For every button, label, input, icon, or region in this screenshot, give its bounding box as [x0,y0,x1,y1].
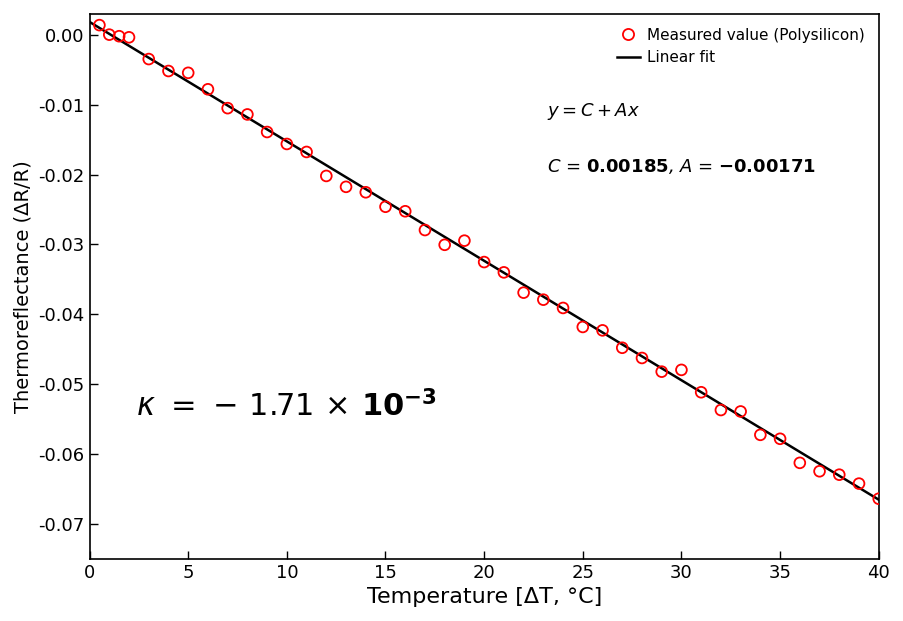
Measured value (Polysilicon) [870,494,885,504]
Measured value (Polysilicon) [200,84,215,94]
Measured value (Polysilicon) [279,139,293,149]
Line: Linear fit: Linear fit [89,22,878,500]
Measured value (Polysilicon) [575,322,590,332]
Linear fit [566,310,577,318]
Measured value (Polysilicon) [712,405,727,415]
Measured value (Polysilicon) [397,206,412,216]
Measured value (Polysilicon) [851,479,865,489]
Measured value (Polysilicon) [674,365,688,375]
Linear fit [798,451,809,459]
Legend: Measured value (Polysilicon), Linear fit: Measured value (Polysilicon), Linear fit [610,22,870,71]
Measured value (Polysilicon) [772,434,787,444]
X-axis label: Temperature [ΔT, °C]: Temperature [ΔT, °C] [366,587,601,607]
Text: $\kappa$ $=$ $-$ $1.71$ $\times$ $\mathbf{10^{-3}}$: $\kappa$ $=$ $-$ $1.71$ $\times$ $\mathb… [136,390,437,422]
Measured value (Polysilicon) [496,268,510,278]
Measured value (Polysilicon) [477,257,491,267]
Measured value (Polysilicon) [299,147,313,157]
Measured value (Polysilicon) [831,469,845,479]
Linear fit [554,302,564,310]
Measured value (Polysilicon) [102,30,116,40]
Text: $C$ = $\bf{0.00185}$, $A$ = $\bf{-0.00171}$: $C$ = $\bf{0.00185}$, $A$ = $\bf{-0.0017… [546,157,815,176]
Linear fit [872,496,883,504]
Measured value (Polysilicon) [259,127,274,137]
Linear fit [87,20,98,27]
Measured value (Polysilicon) [535,295,550,305]
Linear fit [749,421,759,428]
Measured value (Polysilicon) [220,103,235,113]
Measured value (Polysilicon) [555,303,570,313]
Measured value (Polysilicon) [752,430,767,440]
Measured value (Polysilicon) [437,240,452,250]
Measured value (Polysilicon) [181,68,195,78]
Measured value (Polysilicon) [142,54,156,64]
Measured value (Polysilicon) [122,32,136,42]
Measured value (Polysilicon) [457,236,471,246]
Measured value (Polysilicon) [654,366,668,376]
Measured value (Polysilicon) [694,388,708,397]
Measured value (Polysilicon) [240,109,255,119]
Measured value (Polysilicon) [112,31,126,41]
Measured value (Polysilicon) [377,202,392,212]
Measured value (Polysilicon) [516,288,530,297]
Measured value (Polysilicon) [812,466,826,476]
Measured value (Polysilicon) [634,353,648,363]
Measured value (Polysilicon) [161,66,175,76]
Measured value (Polysilicon) [339,182,353,192]
Measured value (Polysilicon) [614,343,628,353]
Measured value (Polysilicon) [92,20,107,30]
Text: $y = C + Ax$: $y = C + Ax$ [546,101,639,122]
Measured value (Polysilicon) [358,188,373,197]
Measured value (Polysilicon) [792,458,806,468]
Measured value (Polysilicon) [319,171,333,181]
Measured value (Polysilicon) [732,407,747,417]
Measured value (Polysilicon) [417,225,432,235]
Measured value (Polysilicon) [595,325,610,335]
Y-axis label: Thermoreflectance (ΔR/R): Thermoreflectance (ΔR/R) [14,160,33,413]
Linear fit [84,18,95,25]
Linear fit [551,301,562,309]
